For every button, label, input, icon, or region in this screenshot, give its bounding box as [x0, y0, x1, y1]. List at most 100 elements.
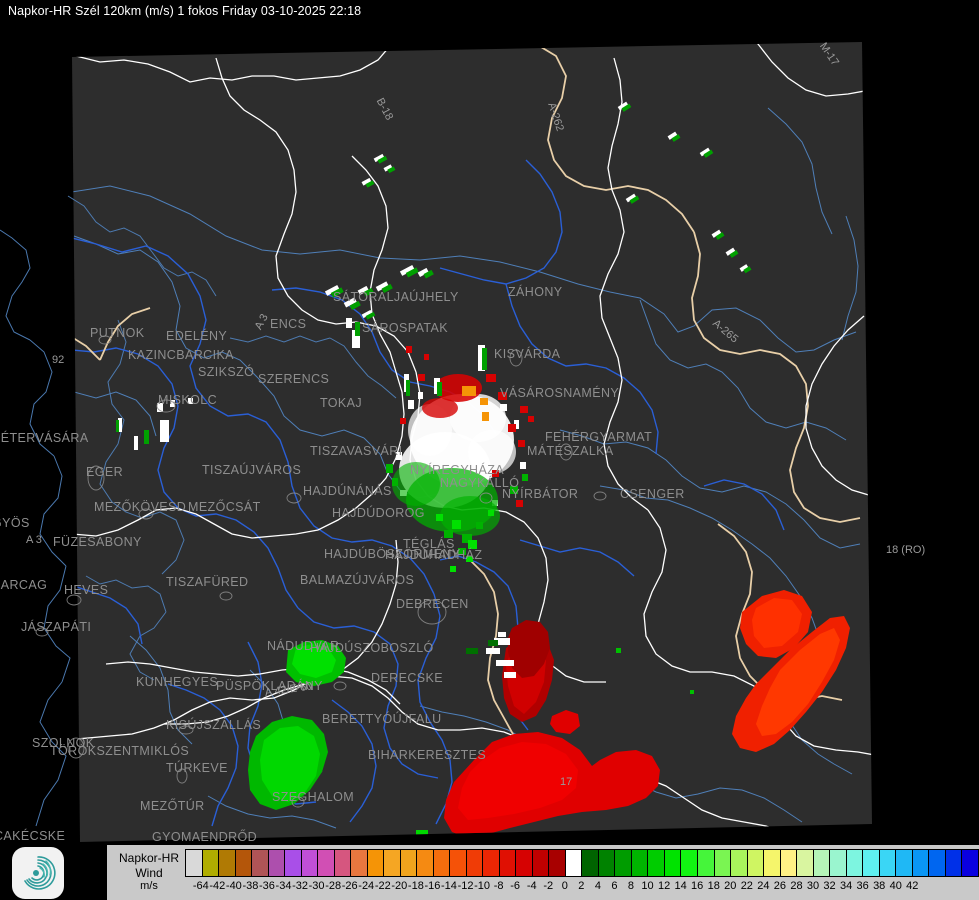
- color-scale-cell: [598, 850, 616, 876]
- legend-product-label: Napkor-HR: [118, 851, 179, 866]
- city-outlines: [35, 335, 607, 808]
- color-scale-tick: -20: [391, 880, 408, 892]
- color-scale-tick: 36: [856, 880, 869, 892]
- color-scale-cell: [466, 850, 484, 876]
- color-scale-tick: 34: [839, 880, 853, 892]
- radar-echo-nw-streaks: [324, 101, 752, 396]
- radar-echo-green-blobs: [248, 640, 428, 842]
- color-scale-bar[interactable]: [185, 849, 979, 877]
- color-scale-cell: [648, 850, 665, 876]
- color-scale-tick: -16: [424, 880, 441, 892]
- color-scale-tick: 16: [691, 880, 704, 892]
- color-scale-tick: 2: [578, 880, 585, 892]
- color-scale-tick: 40: [889, 880, 902, 892]
- color-scale-cell: [846, 850, 864, 876]
- color-scale-cell: [797, 850, 814, 876]
- radar-echo-debrecen-cell: [466, 620, 694, 694]
- color-scale-cell: [863, 850, 880, 876]
- color-scale-tick: -22: [374, 880, 391, 892]
- color-scale-tick: -32: [292, 880, 308, 892]
- color-scale-tick: -6: [510, 880, 521, 892]
- color-scale-cell: [830, 850, 847, 876]
- color-scale-tick: 38: [873, 880, 886, 892]
- color-scale-tick: 28: [790, 880, 803, 892]
- color-scale-tick: 6: [611, 880, 618, 892]
- color-scale-cell: [813, 850, 831, 876]
- color-scale-tick: 4: [594, 880, 601, 892]
- color-scale-cell: [565, 850, 583, 876]
- color-scale-cell: [268, 850, 286, 876]
- color-scale-tick: 20: [724, 880, 737, 892]
- color-scale-cell: [714, 850, 732, 876]
- cyclone-spiral-logo: [12, 847, 64, 899]
- color-scale-cell: [582, 850, 599, 876]
- color-scale-cell: [252, 850, 269, 876]
- color-scale-cell: [384, 850, 401, 876]
- color-scale-tick: 14: [674, 880, 687, 892]
- color-scale-cell: [780, 850, 798, 876]
- color-scale-cell: [697, 850, 715, 876]
- color-scale-cell: [516, 850, 533, 876]
- color-scale-cell: [549, 850, 566, 876]
- color-scale-tick: 26: [773, 880, 787, 892]
- color-scale-tick: -38: [242, 880, 259, 892]
- color-scale-cell: [532, 850, 550, 876]
- color-scale-cell: [400, 850, 418, 876]
- radar-echo-cluster-central: [386, 346, 534, 572]
- color-scale-cell: [334, 850, 352, 876]
- color-scale-cell: [367, 850, 385, 876]
- color-scale-cell: [483, 850, 500, 876]
- color-scale-tick: 32: [823, 880, 836, 892]
- color-scale-tick: -40: [225, 880, 242, 892]
- color-scale-cell: [499, 850, 517, 876]
- color-scale-tick: -4: [526, 880, 537, 892]
- color-scale-cell: [731, 850, 748, 876]
- color-scale-tick: -2: [543, 880, 554, 892]
- color-scale-cell: [896, 850, 913, 876]
- legend-bars: -64 -42 -40 -38 -36 -34 -32 -30 -28 -26 -24 -22 -20-…: [185, 845, 979, 900]
- color-scale-cell: [202, 850, 220, 876]
- color-scale-cell: [945, 850, 963, 876]
- color-scale-cell: [764, 850, 781, 876]
- spiral-icon: [24, 856, 56, 890]
- color-scale-tick: 12: [657, 880, 671, 892]
- color-scale-tick: 30: [806, 880, 820, 892]
- color-scale-legend: Napkor-HR Wind m/s -64 -42 -40 -38 -36 -34 -32…: [107, 845, 979, 900]
- legend-quantity-label: Wind: [135, 865, 163, 880]
- color-scale-tick: 24: [757, 880, 770, 892]
- color-scale-cell: [929, 850, 946, 876]
- color-scale-cell: [912, 850, 930, 876]
- color-scale-cell: [450, 850, 467, 876]
- color-scale-tick: -30: [308, 880, 325, 892]
- color-scale-cell: [747, 850, 765, 876]
- color-scale-cell: [301, 850, 319, 876]
- color-scale-tick: -42: [209, 880, 226, 892]
- color-scale-tick: -26: [341, 880, 358, 892]
- color-scale-tick: 18: [707, 880, 720, 892]
- color-scale-cell: [664, 850, 682, 876]
- color-scale-tick: 8: [627, 880, 635, 892]
- color-scale-cell: [285, 850, 302, 876]
- color-scale-cell: [433, 850, 451, 876]
- color-scale-tick: -8: [493, 880, 504, 892]
- color-scale-tick: -64: [192, 880, 209, 892]
- color-scale-tick: -14: [441, 880, 457, 892]
- color-scale-tick: -10: [474, 880, 491, 892]
- color-scale-cell: [351, 850, 368, 876]
- color-scale-tick: -36: [259, 880, 275, 892]
- color-scale-ticks: -64 -42 -40 -38 -36 -34 -32 -30 -28 -26 -24 -22 -20-…: [185, 880, 979, 892]
- color-scale-cell: [962, 850, 978, 876]
- color-scale-tick: -34: [275, 880, 292, 892]
- legend-titles: Napkor-HR Wind m/s: [107, 851, 185, 894]
- color-scale-tick: -24: [358, 880, 375, 892]
- color-scale-tick: -28: [325, 880, 342, 892]
- color-scale-cell: [417, 850, 434, 876]
- legend-unit-label: m/s: [140, 880, 158, 893]
- color-scale-tick: 10: [641, 880, 654, 892]
- stream-network: [0, 195, 397, 827]
- color-scale-tick: 22: [740, 880, 753, 892]
- color-scale-cell: [681, 850, 698, 876]
